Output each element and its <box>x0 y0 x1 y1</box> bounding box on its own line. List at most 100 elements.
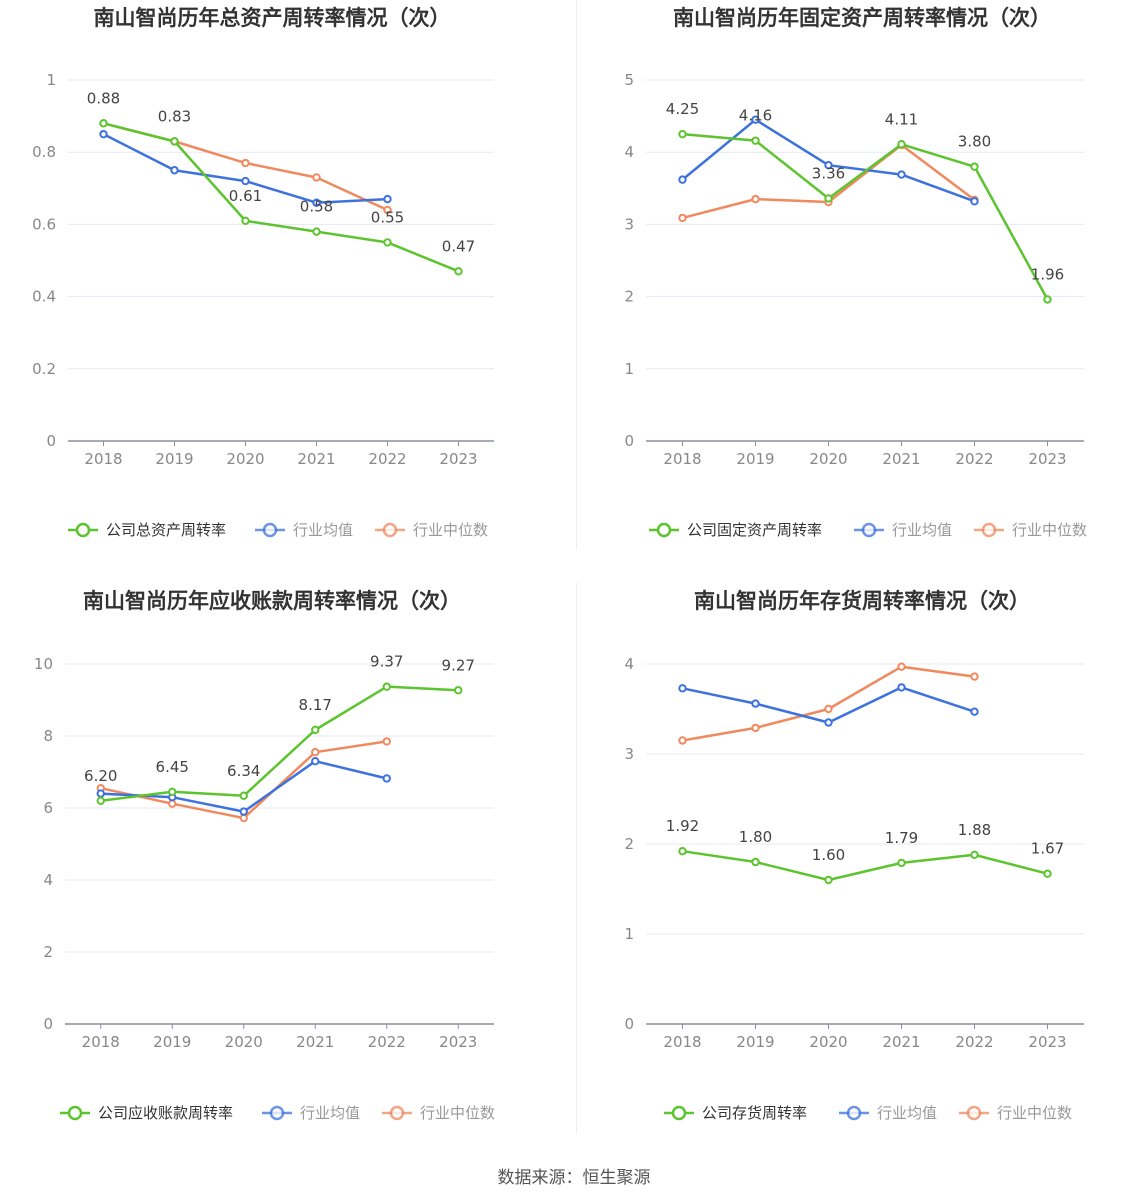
data-point-average <box>751 115 760 124</box>
x-tick-label: 2023 <box>439 450 477 468</box>
legend-item-average[interactable]: 行业均值 <box>262 1104 360 1122</box>
legend-label: 行业均值 <box>293 521 353 539</box>
data-point-company <box>678 847 687 856</box>
data-label: 1.96 <box>1031 265 1064 283</box>
data-point-median <box>241 158 250 168</box>
x-tick-label: 2019 <box>155 450 193 468</box>
data-label: 1.79 <box>885 829 918 847</box>
data-point-median <box>751 723 760 733</box>
x-tick-label: 2023 <box>1028 1033 1066 1051</box>
panel-divider <box>576 583 577 1133</box>
data-point-company <box>897 140 906 149</box>
data-label: 9.37 <box>370 653 403 671</box>
y-tick-label: 3 <box>624 215 634 233</box>
data-point-median <box>678 213 687 223</box>
legend-marker-icon <box>382 522 398 538</box>
legend-marker-icon <box>981 522 997 538</box>
data-point-company <box>311 725 320 735</box>
data-label: 4.25 <box>666 100 699 118</box>
chart-svg: 南山智尚历年总资产周转率情况（次） 0 0.2 0.4 0.6 0.8 1 2018 2019 2… <box>32 6 494 539</box>
data-label: 6.34 <box>227 762 260 780</box>
y-tick-label: 8 <box>43 727 53 745</box>
y-tick-label: 2 <box>624 835 634 853</box>
legend-item-median[interactable]: 行业中位数 <box>375 521 488 539</box>
x-tick-label: 2018 <box>82 1033 120 1051</box>
x-tick-label: 2018 <box>663 1033 701 1051</box>
x-tick-label: 2023 <box>439 1033 477 1051</box>
data-point-company <box>824 194 833 203</box>
chart-title: 南山智尚历年应收账款周转率情况（次） <box>83 589 461 613</box>
data-point-company <box>454 686 463 695</box>
data-point-average <box>824 718 833 727</box>
legend-marker-icon <box>656 522 672 538</box>
legend-label: 行业均值 <box>300 1104 360 1122</box>
series-line-company <box>100 685 459 803</box>
y-tick-label: 0.4 <box>32 288 56 306</box>
data-label: 6.45 <box>156 758 189 776</box>
y-tick-label: 6 <box>43 799 53 817</box>
data-point-median <box>311 748 320 757</box>
data-point-company <box>312 227 321 236</box>
data-point-company <box>678 129 687 139</box>
legend-item-average[interactable]: 行业均值 <box>854 521 952 539</box>
legend-marker-icon <box>861 522 877 538</box>
data-point-average <box>170 166 179 175</box>
y-tick-label: 2 <box>624 288 634 306</box>
data-label: 3.80 <box>958 133 991 151</box>
chart-svg: 南山智尚历年存货周转率情况（次） 0 1 2 3 4 2018 2019 2020 2021 202… <box>624 589 1084 1122</box>
legend-item-median[interactable]: 行业中位数 <box>382 1104 495 1122</box>
data-point-median <box>751 194 760 204</box>
y-tick-label: 4 <box>624 143 634 161</box>
data-source-label: 数据来源：恒生聚源 <box>497 1168 651 1188</box>
x-tick-label: 2021 <box>882 450 920 468</box>
legend-item-company[interactable]: 公司总资产周转率 <box>68 521 226 539</box>
legend-marker-icon <box>966 1105 982 1121</box>
legend-label: 行业中位数 <box>413 521 488 539</box>
chart-title: 南山智尚历年存货周转率情况（次） <box>694 589 1030 613</box>
data-point-company <box>897 858 906 868</box>
data-point-average <box>311 757 320 766</box>
legend-label: 公司固定资产周转率 <box>687 521 822 539</box>
y-tick-label: 0 <box>624 1015 634 1033</box>
x-tick-label: 2019 <box>153 1033 191 1051</box>
series-line-company <box>103 122 459 273</box>
chart-panel-fixed-asset-turnover: 南山智尚历年固定资产周转率情况（次） 0 1 2 3 4 5 2018 2019 2020 2021… <box>574 0 1148 583</box>
data-label: 1.60 <box>812 846 845 864</box>
data-point-company <box>970 850 979 859</box>
x-tick-label: 2022 <box>368 1033 406 1051</box>
legend-item-median[interactable]: 行业中位数 <box>959 1104 1072 1122</box>
legend-item-company[interactable]: 公司固定资产周转率 <box>649 521 822 539</box>
data-label: 0.61 <box>229 187 262 205</box>
legend-item-company[interactable]: 公司应收账款周转率 <box>60 1104 233 1122</box>
data-point-company <box>1043 869 1052 878</box>
data-point-average <box>241 176 250 186</box>
y-tick-label: 0.8 <box>32 143 56 161</box>
y-tick-label: 4 <box>43 871 53 889</box>
y-tick-label: 0.2 <box>32 360 56 378</box>
legend-label: 行业中位数 <box>420 1104 495 1122</box>
y-tick-label: 0.6 <box>32 215 56 233</box>
data-point-company <box>383 238 392 247</box>
legend-item-average[interactable]: 行业均值 <box>255 521 353 539</box>
y-tick-label: 3 <box>624 745 634 763</box>
y-tick-label: 1 <box>624 925 634 943</box>
data-label: 4.11 <box>885 110 918 128</box>
y-tick-label: 1 <box>46 71 56 89</box>
data-point-company <box>751 857 760 867</box>
data-point-company <box>168 787 177 797</box>
y-tick-label: 4 <box>624 655 634 673</box>
data-point-company <box>241 216 250 225</box>
data-label: 9.27 <box>442 656 475 674</box>
y-tick-label: 0 <box>624 432 634 450</box>
data-label: 1.67 <box>1031 840 1064 858</box>
series-line-company <box>682 132 1049 301</box>
data-point-company <box>970 162 979 171</box>
legend-item-median[interactable]: 行业中位数 <box>974 521 1087 539</box>
legend-item-average[interactable]: 行业均值 <box>839 1104 937 1122</box>
data-point-company <box>454 267 463 276</box>
data-point-average <box>751 699 760 708</box>
data-label: 4.16 <box>739 107 772 125</box>
legend-item-company[interactable]: 公司存货周转率 <box>664 1104 807 1122</box>
x-tick-label: 2018 <box>663 450 701 468</box>
data-point-company <box>751 136 760 145</box>
